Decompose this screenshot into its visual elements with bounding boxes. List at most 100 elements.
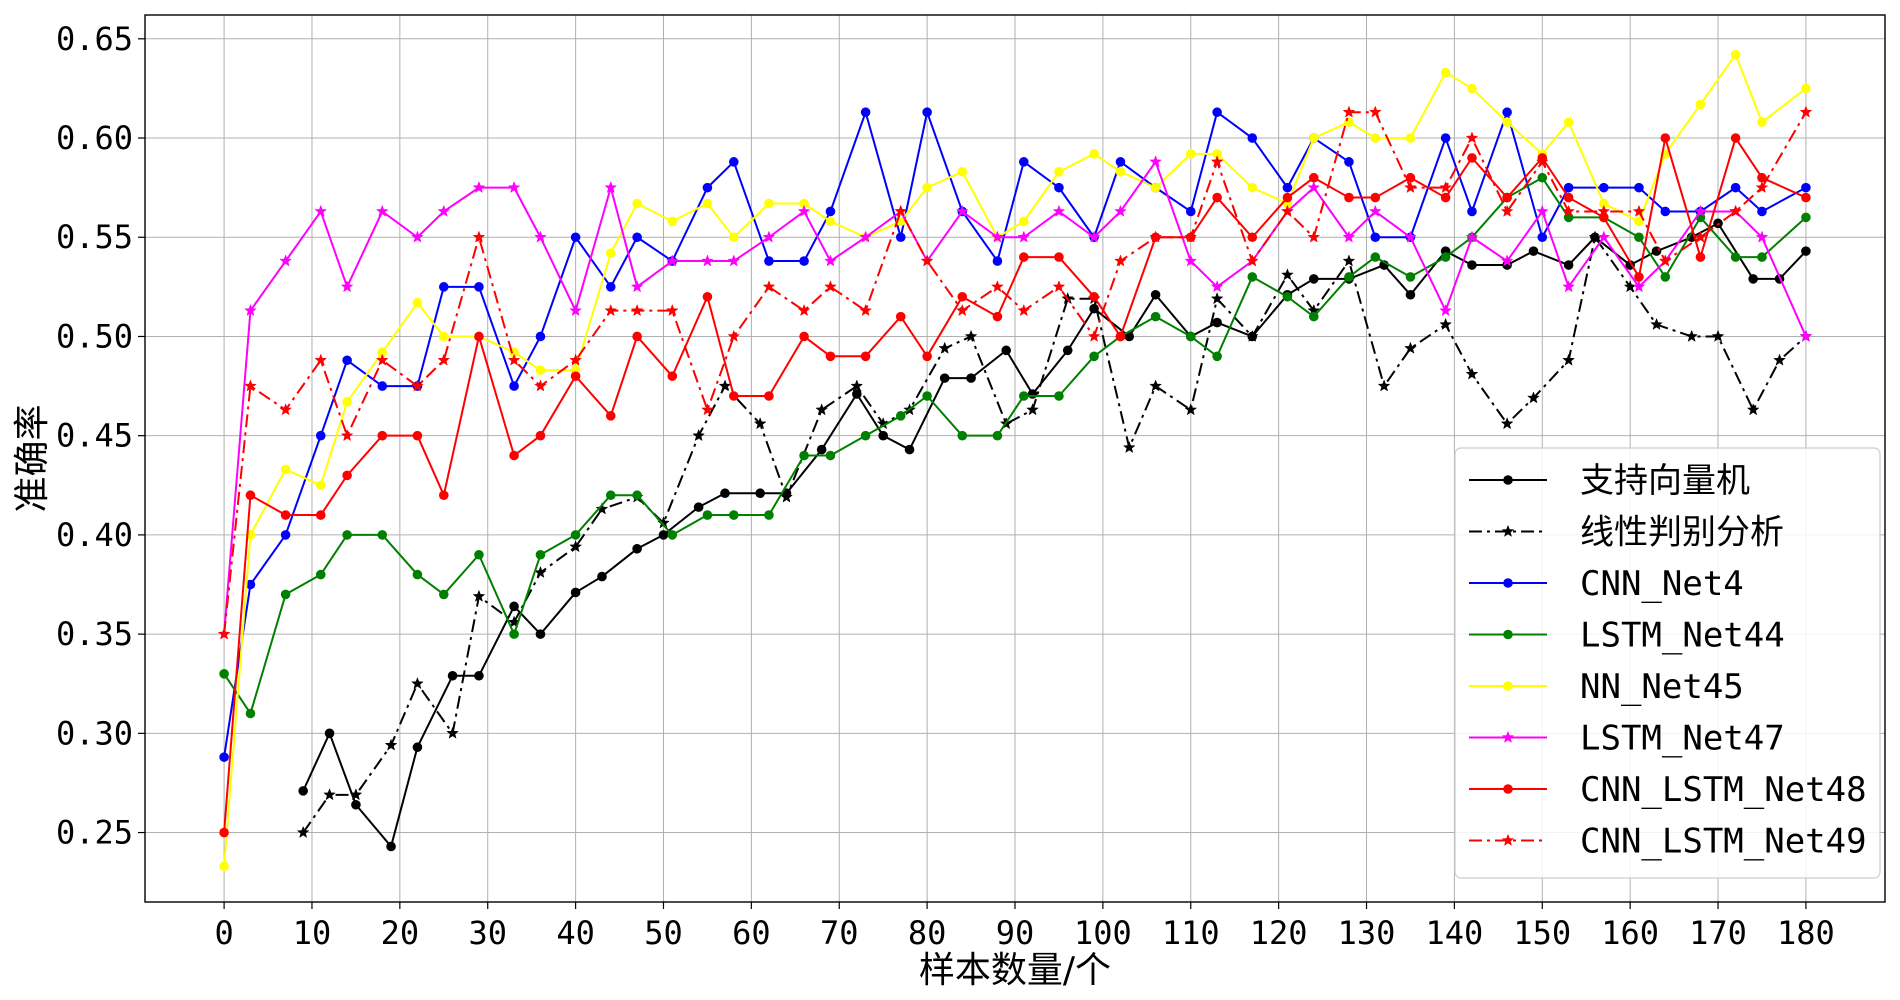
data-point — [1308, 274, 1319, 284]
data-point — [377, 381, 388, 391]
data-point — [219, 752, 229, 762]
data-point — [340, 428, 354, 442]
data-point — [693, 502, 704, 512]
data-point — [217, 627, 231, 640]
data-point — [1308, 311, 1319, 322]
data-point — [1634, 216, 1644, 227]
data-point — [1730, 133, 1741, 143]
data-point — [667, 371, 678, 381]
data-point — [1149, 230, 1162, 243]
data-point — [922, 351, 932, 362]
data-point — [323, 788, 336, 801]
data-point — [991, 230, 1004, 243]
x-tick-label: 180 — [1777, 914, 1835, 952]
data-point — [1247, 272, 1258, 282]
data-point — [1527, 391, 1540, 404]
data-point — [472, 180, 486, 194]
data-point — [1500, 417, 1514, 430]
x-tick-label: 110 — [1162, 914, 1220, 952]
data-point — [1212, 192, 1222, 203]
data-point — [605, 490, 616, 501]
data-point — [219, 669, 229, 679]
series-7 — [219, 133, 1811, 838]
data-point — [1746, 403, 1760, 416]
data-point — [1801, 246, 1811, 256]
x-tick-label: 60 — [732, 914, 771, 952]
data-point — [992, 256, 1003, 266]
data-point — [797, 204, 811, 217]
data-point — [799, 198, 809, 209]
x-tick-label: 20 — [381, 914, 420, 952]
data-point — [701, 254, 714, 267]
data-point — [1660, 133, 1671, 143]
data-point — [850, 379, 864, 392]
data-point — [1026, 403, 1039, 416]
legend-box — [1454, 447, 1881, 879]
data-point — [472, 589, 486, 602]
data-point — [1370, 192, 1381, 203]
legend-label: LSTM_Net47 — [1580, 719, 1785, 759]
data-point — [957, 166, 968, 177]
data-point — [860, 107, 871, 118]
legend-label: 支持向量机 — [1580, 461, 1750, 501]
data-point — [1467, 206, 1477, 217]
data-point — [1149, 155, 1162, 168]
data-point — [1405, 289, 1416, 300]
data-point — [895, 232, 906, 243]
data-point — [1282, 182, 1293, 193]
legend-entry: CNN_LSTM_Net49 — [1469, 822, 1867, 862]
data-point — [702, 182, 713, 193]
data-point — [509, 601, 519, 612]
data-point — [1597, 230, 1611, 243]
y-tick-label: 0.45 — [56, 417, 133, 455]
y-tick-label: 0.60 — [56, 119, 133, 157]
data-point — [1307, 230, 1321, 243]
data-point — [728, 232, 739, 243]
data-point — [630, 280, 644, 293]
data-point — [314, 204, 328, 217]
data-point — [957, 291, 968, 302]
data-point — [1404, 341, 1417, 354]
data-point — [386, 841, 396, 852]
data-point — [799, 450, 809, 461]
y-tick-label: 0.40 — [56, 516, 133, 554]
data-point — [1185, 206, 1196, 217]
data-point — [324, 728, 335, 739]
data-point — [245, 579, 256, 590]
data-point — [825, 351, 836, 362]
data-point — [535, 331, 546, 342]
data-point — [1062, 345, 1073, 356]
data-point — [1440, 252, 1451, 262]
data-point — [955, 204, 969, 217]
data-point — [315, 480, 326, 491]
data-point — [667, 530, 678, 540]
data-point — [1018, 216, 1029, 227]
y-tick-label: 0.30 — [56, 714, 133, 752]
data-point — [509, 450, 519, 461]
data-point — [764, 391, 774, 401]
data-point — [665, 254, 679, 267]
data-point — [692, 428, 706, 442]
data-point — [1467, 260, 1477, 270]
data-point — [727, 254, 741, 267]
legend-label: CNN_Net4 — [1580, 564, 1744, 604]
data-point — [438, 589, 449, 600]
data-point — [569, 353, 582, 366]
x-tick-label: 130 — [1338, 914, 1396, 952]
data-point — [1184, 230, 1198, 243]
data-point — [377, 347, 388, 358]
data-point — [1685, 329, 1699, 342]
data-point — [825, 206, 836, 217]
data-point — [1660, 272, 1671, 282]
data-point — [1502, 107, 1512, 118]
data-point — [342, 355, 352, 366]
data-point — [1124, 331, 1135, 342]
x-tick-label: 10 — [293, 914, 332, 952]
data-point — [1563, 182, 1574, 193]
data-point — [1054, 182, 1064, 193]
legend-marker — [1501, 524, 1515, 537]
data-point — [1247, 182, 1258, 193]
data-point — [1370, 252, 1381, 262]
series-line — [302, 222, 1807, 848]
series-line — [302, 236, 1807, 834]
